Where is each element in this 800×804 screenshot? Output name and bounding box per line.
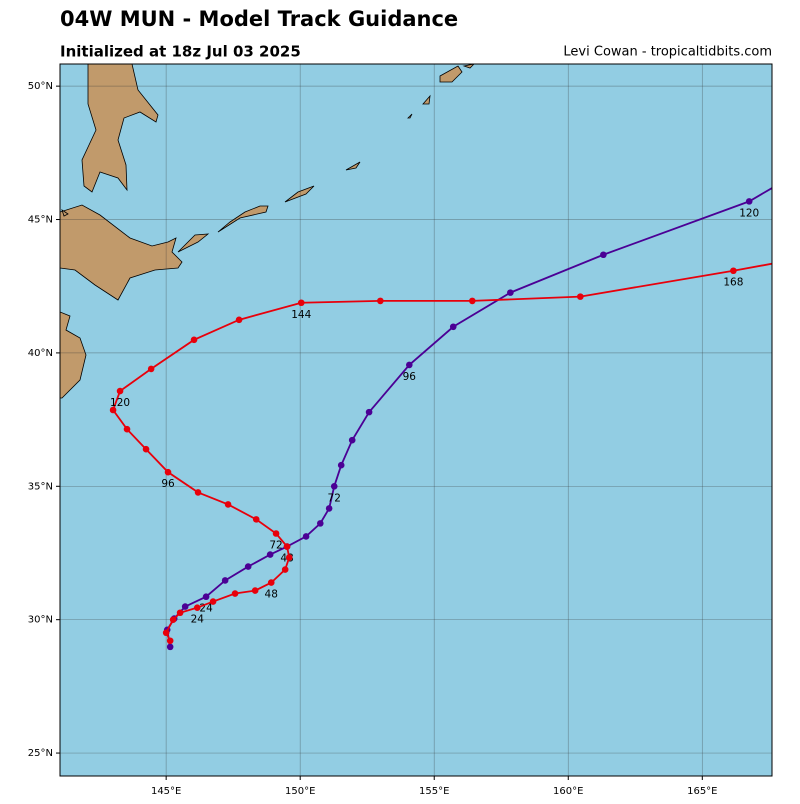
track-point <box>330 482 338 490</box>
y-tick-label: 40°N <box>28 348 53 359</box>
track-point <box>147 365 155 373</box>
ocean <box>60 64 772 776</box>
track-point <box>325 505 333 512</box>
credit: Levi Cowan - tropicaltidbits.com <box>563 45 772 60</box>
y-tick-label: 25°N <box>28 748 53 759</box>
track-point <box>109 406 117 414</box>
track-point <box>316 520 324 527</box>
x-tick-label: 155°E <box>419 786 449 797</box>
track-point <box>302 533 310 540</box>
track-point <box>202 593 210 601</box>
track-point <box>577 293 584 300</box>
x-tick-label: 165°E <box>687 786 717 797</box>
x-tick-label: 150°E <box>285 786 315 797</box>
track-point <box>285 554 293 561</box>
track-point <box>166 643 174 651</box>
chart-subtitle: Initialized at 18z Jul 03 2025 <box>60 43 301 61</box>
track-point <box>283 543 291 550</box>
track-point <box>209 598 217 605</box>
track-point <box>193 604 201 611</box>
hour-label: 120 <box>110 397 130 409</box>
land <box>60 64 475 399</box>
track-point <box>377 297 384 305</box>
track-line <box>166 186 772 648</box>
track-point <box>272 530 280 537</box>
track-point <box>142 445 150 453</box>
track-point <box>281 566 289 573</box>
track-point <box>221 577 229 584</box>
track-point <box>194 489 202 496</box>
track-point <box>365 408 373 416</box>
track-point <box>267 579 275 586</box>
track-point <box>297 299 305 307</box>
track-point <box>190 336 198 344</box>
track-point <box>164 468 172 476</box>
track-point <box>224 501 232 508</box>
track-point <box>745 198 753 205</box>
track-point <box>468 297 476 305</box>
y-tick-label: 50°N <box>28 81 53 92</box>
track-point <box>116 387 124 395</box>
track-point <box>600 251 607 259</box>
hour-label: 96 <box>161 478 175 490</box>
y-tick-label: 45°N <box>28 215 53 226</box>
hour-label: 168 <box>723 277 743 289</box>
track-point <box>251 587 259 594</box>
track-point <box>252 516 260 523</box>
x-tick-label: 145°E <box>151 786 181 797</box>
y-tick-label: 30°N <box>28 615 53 626</box>
track-point <box>176 609 184 617</box>
plot-frame <box>59 63 773 777</box>
chart-title: 04W MUN - Model Track Guidance <box>60 7 458 31</box>
track-point <box>231 590 239 597</box>
track-point <box>162 629 170 637</box>
hour-label: 96 <box>403 371 417 383</box>
track-point <box>123 425 131 433</box>
track-point <box>235 316 243 324</box>
hour-label: 72 <box>269 540 282 552</box>
track-point <box>730 267 737 275</box>
track-point <box>449 323 457 331</box>
x-tick-label: 160°E <box>553 786 583 797</box>
track-point <box>405 361 413 369</box>
track-point <box>244 563 252 570</box>
y-tick-label: 35°N <box>28 481 53 492</box>
hour-label: 48 <box>265 589 278 601</box>
hour-label: 120 <box>739 207 759 219</box>
track-point <box>348 436 356 444</box>
hour-label: 24 <box>191 614 205 626</box>
track-point <box>266 551 274 558</box>
track-point <box>507 289 514 296</box>
hour-label: 72 <box>328 492 341 504</box>
track-point <box>169 616 177 623</box>
track-point <box>181 603 189 610</box>
track-point <box>337 461 345 469</box>
track-point <box>166 637 174 645</box>
hour-label: 144 <box>291 309 311 321</box>
